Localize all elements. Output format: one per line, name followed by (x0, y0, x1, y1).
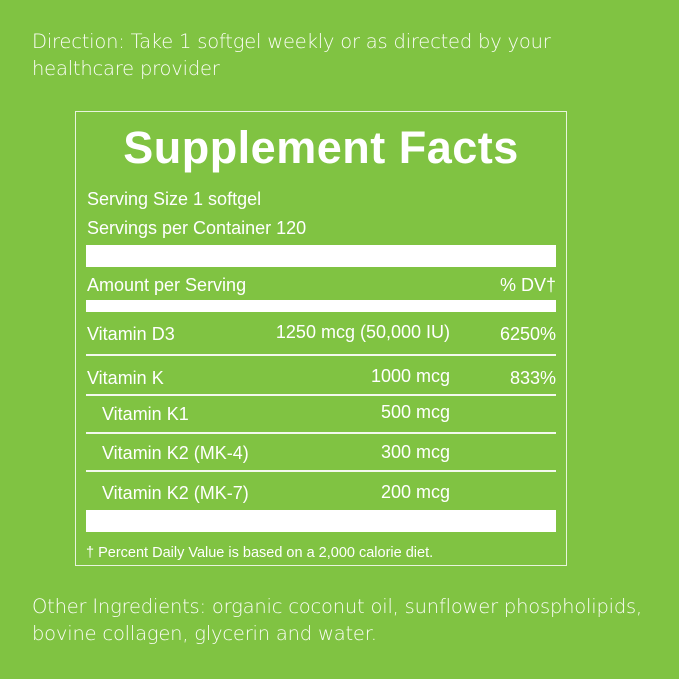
row-amount: 500 mcg (380, 402, 450, 422)
row-divider (86, 432, 556, 434)
row-name: Vitamin K2 (MK-4) (102, 443, 249, 463)
thick-divider (86, 245, 556, 267)
serving-size: Serving Size 1 softgel (87, 189, 262, 209)
row-dv: 6250% (499, 324, 556, 344)
other-ingredients: Other Ingredients: organic coconut oil, … (32, 595, 642, 645)
direction-text: Direction: Take 1 softgel weekly or as d… (32, 30, 551, 80)
row-divider (86, 394, 556, 396)
row-divider (86, 354, 556, 356)
row-divider (86, 470, 556, 472)
servings-per-container: Servings per Container 120 (87, 218, 307, 238)
row-amount: 1250 mcg (50,000 IU) (275, 322, 450, 342)
row-name: Vitamin D3 (87, 324, 175, 344)
dv-header: % DV† (499, 275, 556, 295)
row-dv: 833% (509, 368, 556, 388)
footnote: † Percent Daily Value is based on a 2,00… (86, 545, 434, 561)
row-amount: 300 mcg (380, 442, 450, 462)
row-name: Vitamin K1 (102, 404, 189, 424)
thick-divider (86, 510, 556, 532)
medium-divider (86, 300, 556, 312)
row-amount: 1000 mcg (370, 366, 450, 386)
row-name: Vitamin K2 (MK-7) (102, 483, 249, 503)
row-amount: 200 mcg (380, 482, 450, 502)
row-name: Vitamin K (87, 368, 164, 388)
panel-title: Supplement Facts (123, 122, 519, 173)
supplement-facts-panel: Supplement Facts Serving Size 1 softgel … (75, 111, 567, 566)
amount-header: Amount per Serving (87, 275, 247, 295)
